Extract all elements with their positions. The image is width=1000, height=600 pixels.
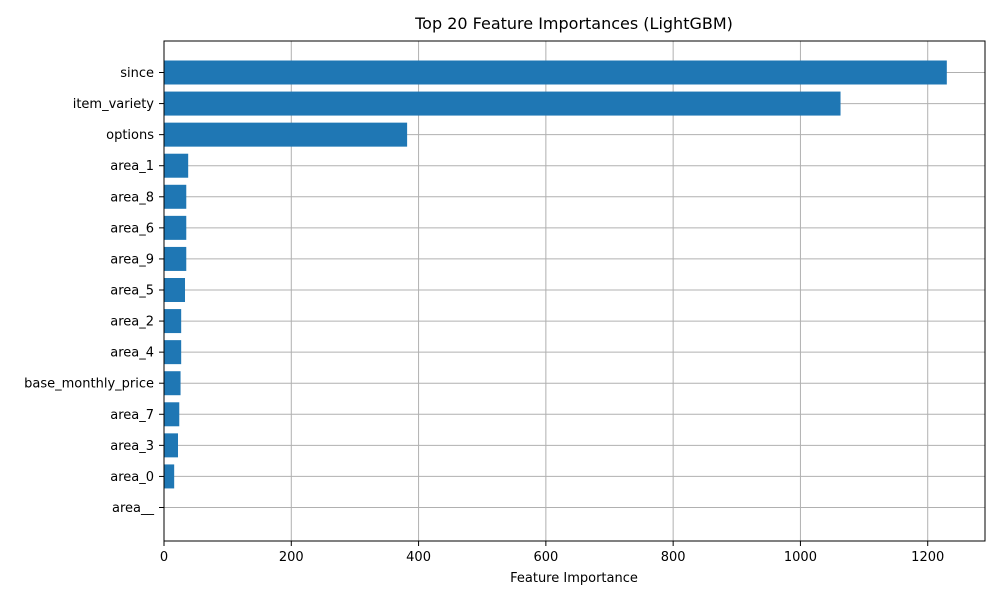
y-tick-label: area_2 <box>110 315 154 330</box>
chart-title: Top 20 Feature Importances (LightGBM) <box>414 14 733 33</box>
x-tick-label: 200 <box>279 550 304 565</box>
y-tick-label: area_6 <box>110 221 154 236</box>
bar-area_9 <box>164 246 187 271</box>
grid-lines <box>163 41 985 541</box>
plot-frame <box>163 40 986 542</box>
y-tick-label: since <box>120 66 154 81</box>
bar-area_0 <box>164 464 175 489</box>
y-tick-label: area_8 <box>110 190 154 205</box>
bar-area_7 <box>164 402 180 427</box>
bar-since <box>164 60 947 85</box>
y-tick-label: area_4 <box>110 346 154 361</box>
y-tick-label: item_variety <box>73 97 155 112</box>
bar-item_variety <box>164 91 841 116</box>
y-tick-label: area__ <box>112 501 154 516</box>
x-tick-label: 600 <box>533 550 558 565</box>
bar-area_8 <box>164 184 187 209</box>
bar-area_3 <box>164 433 179 458</box>
y-tick-label: area_1 <box>110 159 154 174</box>
y-tick-label: area_5 <box>110 284 154 299</box>
y-tick-label: area_7 <box>110 408 154 423</box>
x-tick-label: 1000 <box>784 550 817 565</box>
bar-options <box>164 122 408 147</box>
bar-area_6 <box>164 215 187 240</box>
y-tick-label: base_monthly_price <box>24 377 154 392</box>
bar-base_monthly_price <box>164 371 181 396</box>
x-tick-labels: 0 200 400 600 800 1000 1200 <box>160 541 944 565</box>
x-tick-label: 1200 <box>911 550 944 565</box>
bar-area_5 <box>164 278 186 302</box>
y-tick-label: area_0 <box>110 470 154 485</box>
bar-area_4 <box>164 340 182 365</box>
x-tick-label: 0 <box>160 550 168 565</box>
x-tick-label: 800 <box>661 550 686 565</box>
x-axis-label: Feature Importance <box>510 571 638 586</box>
y-tick-label: area_9 <box>110 252 154 267</box>
bar-area_2 <box>164 309 182 334</box>
y-tick-label: area_3 <box>110 439 154 454</box>
x-tick-label: 400 <box>406 550 431 565</box>
bar-area_1 <box>164 153 189 178</box>
y-tick-label: options <box>106 128 154 143</box>
bars <box>164 60 947 489</box>
